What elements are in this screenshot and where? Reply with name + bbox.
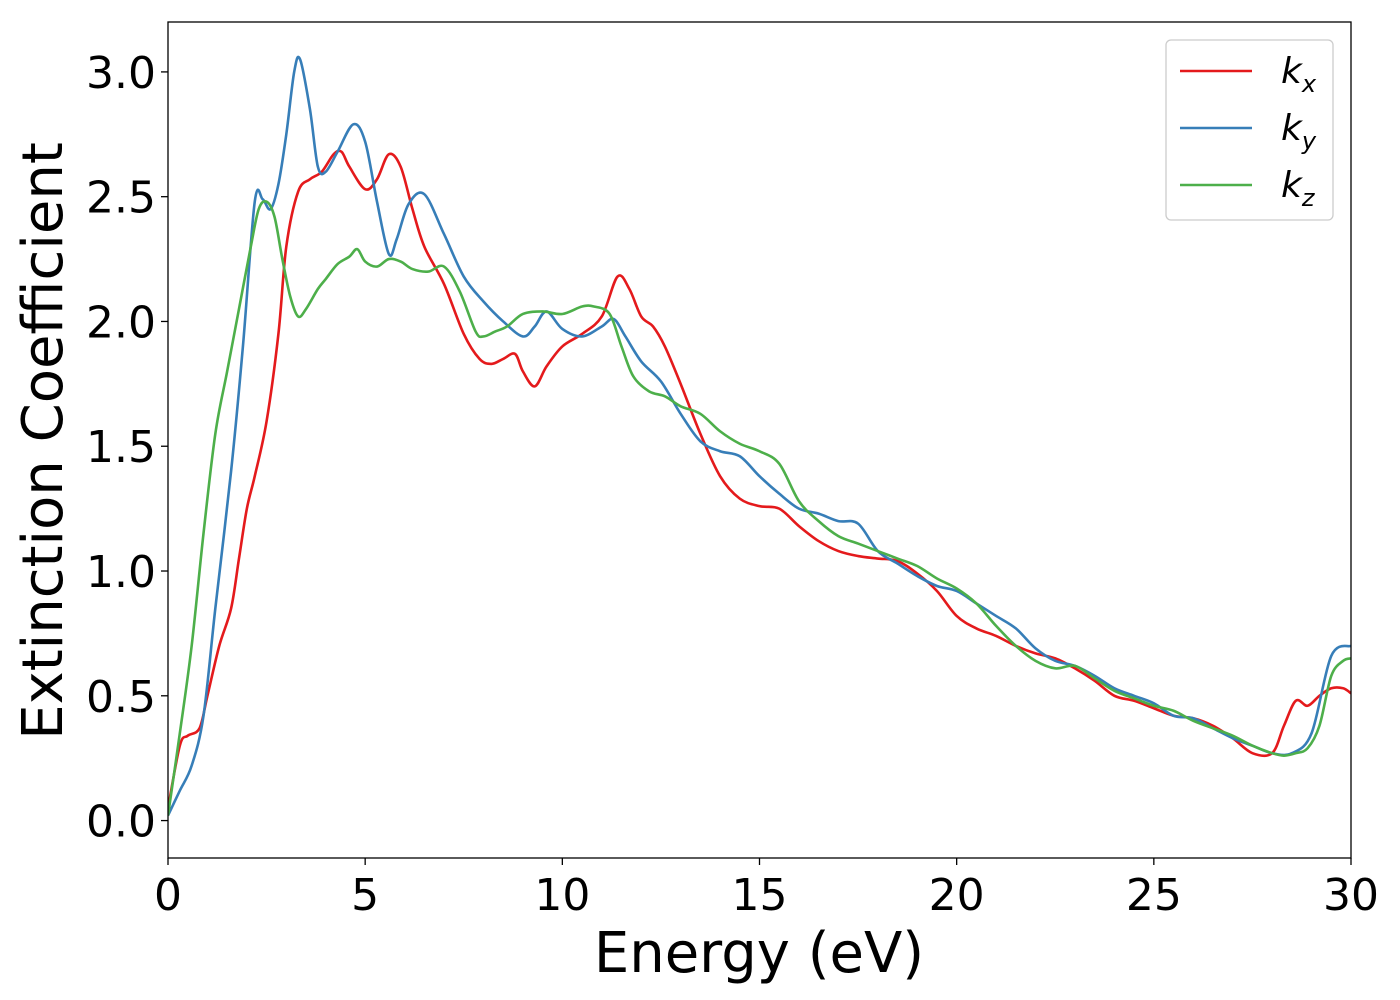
x-tick-label: 5 (351, 870, 379, 921)
y-tick-label: 2.0 (86, 297, 156, 348)
series-lines (168, 55, 1351, 817)
x-tick-label: 0 (154, 870, 182, 921)
y-tick-label: 0.5 (86, 672, 156, 723)
x-tick-label: 30 (1323, 870, 1379, 921)
x-tick-label: 10 (534, 870, 590, 921)
y-tick-label: 3.0 (86, 48, 156, 99)
plot-area (168, 55, 1351, 817)
y-tick-label: 0.0 (86, 797, 156, 848)
y-tick-label: 1.5 (86, 422, 156, 473)
series-line-kx (168, 149, 1351, 809)
x-tick-label: 15 (732, 870, 788, 921)
x-tick-label: 25 (1126, 870, 1182, 921)
series-line-kz (168, 199, 1351, 816)
x-axis-label: Energy (eV) (594, 921, 924, 986)
axes: 0 5 10 15 20 25 30 0.0 0.5 1.0 1.5 2.0 2.5 3.0 (86, 21, 1379, 921)
y-tick-label: 1.0 (86, 547, 156, 598)
y-tick-label: 2.5 (86, 173, 156, 224)
legend-box (1165, 39, 1334, 221)
series-line-ky (168, 55, 1351, 817)
y-axis-label: Extinction Coefficient (11, 142, 76, 740)
x-tick-label: 20 (929, 870, 985, 921)
